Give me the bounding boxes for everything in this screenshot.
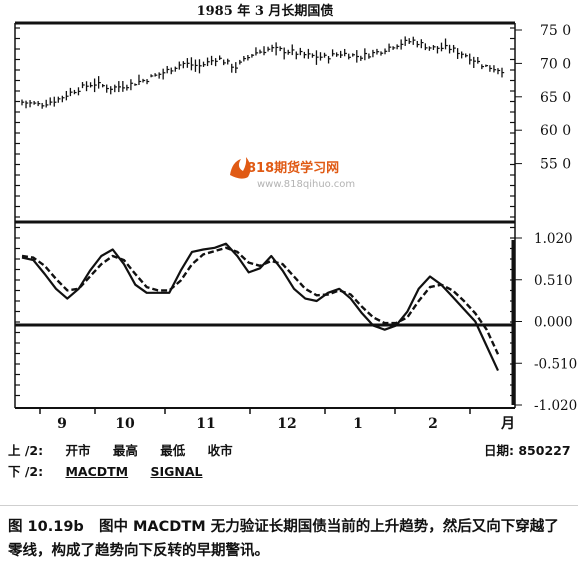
price-axis-label: 70 0 xyxy=(540,56,571,72)
caption-text: 图中 MACDTM 无力验证长期国债当前的上升趋势，然后又向下穿越了零线，构成了… xyxy=(8,519,559,559)
legend-upper-prefix: 上 /2: xyxy=(8,443,44,458)
month-axis-ticks xyxy=(39,408,471,414)
figure-caption: 图 10.19b 图中 MACDTM 无力验证长期国债当前的上升趋势，然后又向下… xyxy=(8,515,573,563)
price-chart-title: 1985 年 3 月长期国债 xyxy=(197,3,334,19)
price-axis-labels: 75 0 70 0 65 0 60 0 55 0 xyxy=(515,23,571,173)
legend-signal: SIGNAL xyxy=(150,464,203,479)
oscillator-axis-labels: 1.020 0.510 0.000 -0.510 -1.020 xyxy=(515,231,577,414)
oscillator-axis-label: 0.510 xyxy=(534,273,573,289)
oscillator-axis-label: -0.510 xyxy=(534,356,577,372)
watermark-flame-icon xyxy=(230,157,251,179)
caption-figure-label: 图 10.19b xyxy=(8,519,84,535)
oscillator-axis-label: 0.000 xyxy=(534,315,573,331)
legend-date: 日期: 850227 xyxy=(484,443,571,458)
month-label: 10 xyxy=(115,416,135,432)
chart-canvas: 1985 年 3 月长期国债 818期货学习网 www.818qihuo.com… xyxy=(14,3,577,432)
month-axis-labels: 9 10 11 12 1 2 月 xyxy=(57,416,515,432)
month-label: 月 xyxy=(500,416,515,432)
watermark: 818期货学习网 www.818qihuo.com xyxy=(230,157,355,190)
price-axis-label: 65 0 xyxy=(540,90,571,106)
legend-lower: 下 /2: MACDTM SIGNAL xyxy=(8,461,221,480)
oscillator-lines xyxy=(21,242,500,372)
watermark-url: www.818qihuo.com xyxy=(257,179,355,190)
caption-divider xyxy=(0,505,578,506)
month-label: 1 xyxy=(353,416,363,432)
month-label: 9 xyxy=(57,416,67,432)
legend-high: 最高 xyxy=(112,443,138,458)
legend-macdtm: MACDTM xyxy=(65,464,129,479)
oscillator-axis-label: 1.020 xyxy=(534,231,573,247)
month-label: 2 xyxy=(428,416,438,432)
legend-close: 收市 xyxy=(207,443,233,458)
signal-line xyxy=(21,246,500,355)
price-bars xyxy=(21,36,505,109)
right-axis-ticks xyxy=(510,27,515,397)
price-axis-label: 60 0 xyxy=(540,123,571,139)
left-axis-ticks xyxy=(15,27,20,397)
month-label: 11 xyxy=(196,416,215,432)
price-axis-label: 75 0 xyxy=(540,23,571,39)
legend-upper: 上 /2: 开市 最高 最低 收市 xyxy=(8,440,251,459)
macdtm-line xyxy=(21,242,499,372)
month-label: 12 xyxy=(277,416,296,432)
watermark-title: 818期货学习网 xyxy=(247,160,339,176)
legend-low: 最低 xyxy=(160,443,186,458)
oscillator-axis-label: -1.020 xyxy=(534,398,577,414)
legend-lower-prefix: 下 /2: xyxy=(8,464,44,479)
legend-open: 开市 xyxy=(65,443,91,458)
price-axis-label: 55 0 xyxy=(540,157,571,173)
